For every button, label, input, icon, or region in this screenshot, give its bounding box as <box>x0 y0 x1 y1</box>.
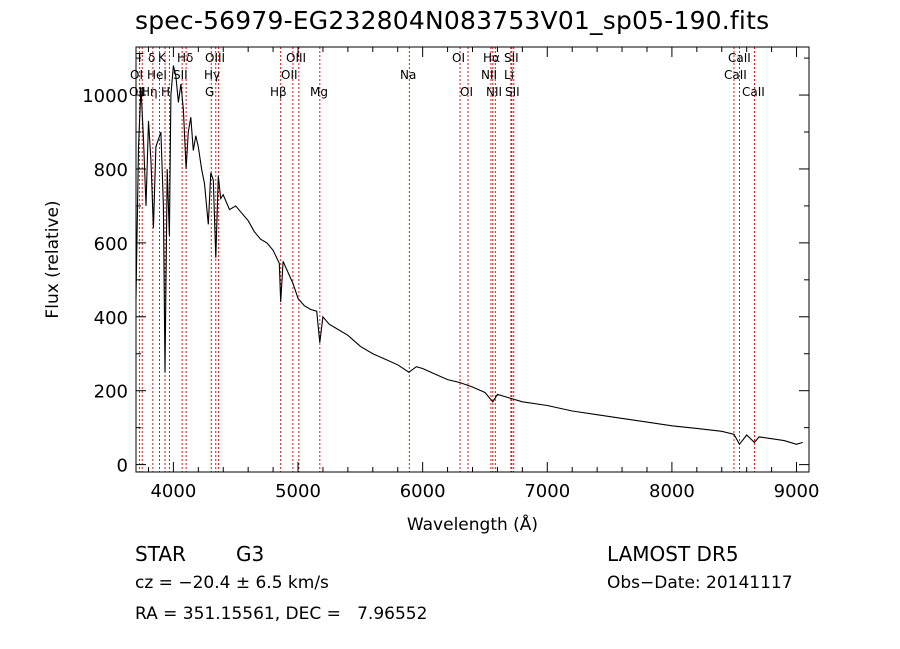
line-label-r1-6: OI <box>452 51 465 65</box>
x-axis-label: Wavelength (Å) <box>407 513 538 535</box>
line-label-r1-5: OIII <box>286 51 306 65</box>
x-tick-label-6000: 6000 <box>400 481 446 502</box>
line-label-r3-8: SII <box>505 85 520 99</box>
plot-frame <box>135 46 810 473</box>
line-label-r3-3: G <box>205 85 214 99</box>
y-tick-label-0: 0 <box>117 456 128 477</box>
y-tick-label-200: 200 <box>94 382 128 403</box>
y-tick-label-800: 800 <box>94 160 128 181</box>
line-label-r3-4: Hβ <box>270 85 287 99</box>
line-label-r2-8: CaII <box>724 68 747 82</box>
line-label-r2-5: Na <box>400 68 416 82</box>
y-tick-label-1000: 1000 <box>82 86 128 107</box>
class-label: STAR <box>135 542 186 566</box>
coordinates-text: RA = 351.15561, DEC = 7.96552 <box>135 604 428 624</box>
y-tick-label-600: 600 <box>94 234 128 255</box>
line-label-r1-3: Hδ <box>177 51 193 65</box>
line-label-r2-4: OII <box>281 68 298 82</box>
line-label-r2-7: Li <box>504 68 514 82</box>
chart-title: spec-56979-EG232804N083753V01_sp05-190.f… <box>135 6 770 35</box>
y-axis-label: Flux (relative) <box>43 200 63 318</box>
x-tick-label-9000: 9000 <box>774 481 820 502</box>
x-tick-label-8000: 8000 <box>649 481 695 502</box>
line-label-r3-9: CaII <box>742 85 765 99</box>
y-tick-label-400: 400 <box>94 308 128 329</box>
x-tick-label-7000: 7000 <box>524 481 570 502</box>
line-label-r2-2: SII <box>173 68 188 82</box>
line-label-r3-6: OI <box>460 85 473 99</box>
spectrum-line <box>135 65 803 446</box>
line-label-r3-7: NII <box>486 85 502 99</box>
line-label-r2-6: NII <box>481 68 497 82</box>
line-label-r2-1: HeI <box>147 68 167 82</box>
line-label-r3-5: Mg <box>310 85 328 99</box>
line-label-r3-2: H <box>161 85 170 99</box>
line-label-r1-1: δ <box>148 51 155 65</box>
line-label-r1-9: CaII <box>728 51 751 65</box>
survey-label: LAMOST DR5 <box>607 542 739 566</box>
line-label-r1-7: Hα <box>483 51 500 65</box>
redshift-text: cz = −20.4 ± 6.5 km/s <box>135 573 329 593</box>
line-label-r2-3: Hγ <box>204 68 220 82</box>
line-label-r1-4: OIII <box>205 51 225 65</box>
line-label-r1-8: SII <box>504 51 519 65</box>
x-tick-label-4000: 4000 <box>150 481 196 502</box>
line-label-r3-1: Hη <box>141 85 158 99</box>
obs-date: Obs−Date: 20141117 <box>607 573 793 593</box>
subclass-label: G3 <box>236 542 265 566</box>
line-label-r1-2: K <box>158 51 167 65</box>
x-tick-label-5000: 5000 <box>275 481 321 502</box>
